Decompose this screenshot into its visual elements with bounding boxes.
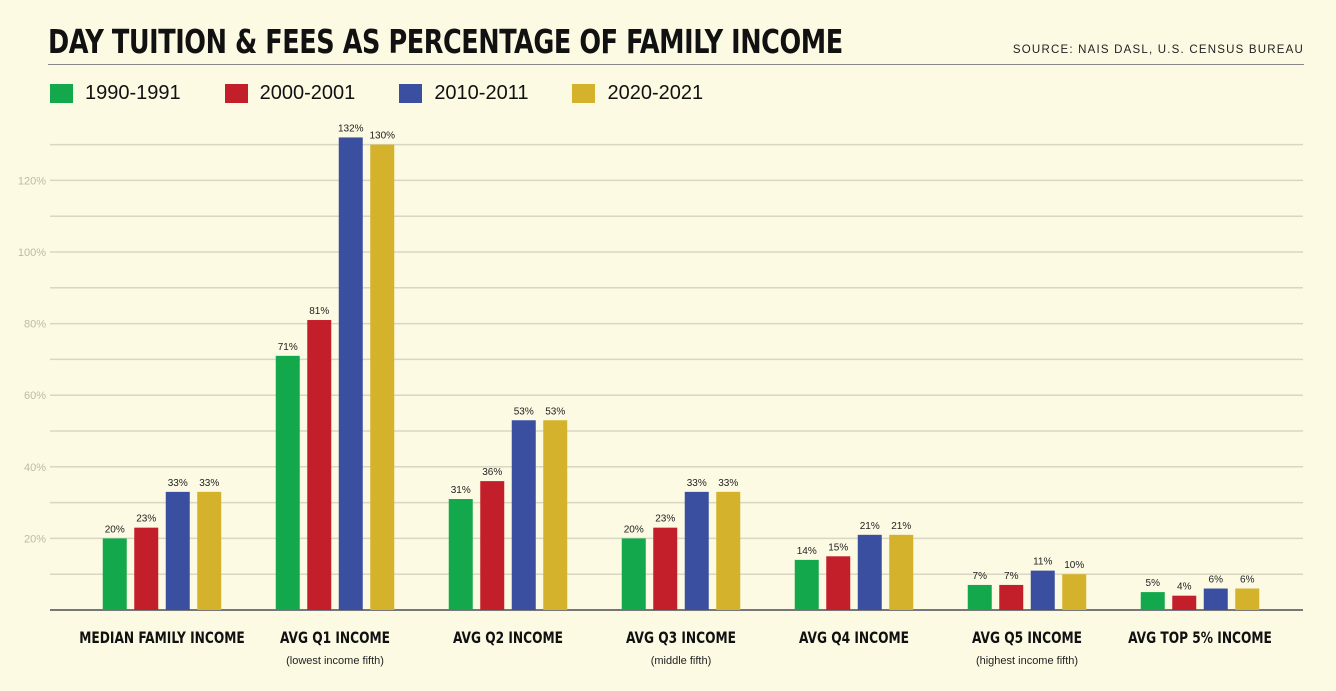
legend-item: 2010-2011 — [399, 82, 528, 105]
y-tick-label: 80% — [24, 319, 46, 331]
bar — [826, 556, 851, 610]
bar — [1203, 588, 1228, 610]
legend-swatch — [50, 84, 73, 103]
bar — [621, 538, 646, 610]
legend-label: 2020-2021 — [607, 82, 704, 104]
y-tick-label: 100% — [18, 247, 46, 259]
title-divider — [48, 64, 1304, 65]
data-label: 33% — [687, 478, 707, 489]
data-label: 21% — [860, 521, 880, 532]
legend-item: 1990-1991 — [50, 82, 181, 105]
data-label: 23% — [136, 514, 156, 525]
bar — [134, 527, 159, 610]
chart-title: DAY TUITION & FEES AS PERCENTAGE OF FAMI… — [48, 22, 843, 61]
data-label: 11% — [1033, 557, 1052, 568]
data-label: 15% — [828, 542, 848, 553]
data-label: 33% — [199, 478, 219, 489]
legend-swatch — [224, 84, 248, 103]
data-label: 31% — [451, 485, 471, 496]
bar — [102, 538, 127, 610]
category-subtitle: (highest income fifth) — [976, 655, 1078, 667]
data-label: 23% — [655, 514, 675, 525]
category-subtitle: (middle fifth) — [651, 655, 712, 667]
data-label: 71% — [278, 342, 298, 353]
category-label: AVG Q2 INCOME — [453, 629, 563, 647]
category-label: AVG Q5 INCOME — [972, 629, 1082, 647]
bar — [165, 491, 190, 610]
bar — [197, 491, 222, 610]
bar — [370, 144, 395, 610]
data-label: 5% — [1146, 578, 1161, 589]
data-label: 14% — [797, 546, 817, 557]
data-label: 132% — [338, 123, 364, 134]
data-label: 7% — [973, 571, 988, 582]
bar — [684, 491, 709, 610]
data-label: 33% — [718, 478, 738, 489]
bar — [448, 499, 473, 610]
legend-swatch — [572, 84, 596, 103]
category-label: AVG Q3 INCOME — [626, 629, 736, 647]
y-tick-label: 120% — [18, 175, 46, 187]
bar — [794, 559, 819, 610]
bar — [967, 584, 992, 610]
data-label: 6% — [1240, 575, 1255, 586]
data-label: 53% — [514, 406, 534, 417]
data-label: 10% — [1064, 560, 1084, 571]
legend-label: 2000-2001 — [259, 82, 356, 104]
bar — [275, 355, 300, 610]
data-label: 21% — [891, 521, 911, 532]
bar — [1062, 574, 1087, 610]
bar — [889, 534, 914, 610]
bar — [338, 137, 363, 610]
legend: 1990-1991 2000-2001 2010-2011 2020-2021 — [50, 82, 747, 105]
bar — [716, 491, 741, 610]
category-label: AVG Q4 INCOME — [799, 629, 909, 647]
y-tick-label: 60% — [24, 390, 46, 402]
data-label: 33% — [168, 478, 188, 489]
bar — [307, 320, 332, 610]
data-label: 4% — [1177, 582, 1192, 593]
category-subtitle: (lowest income fifth) — [286, 655, 384, 667]
data-label: 53% — [545, 406, 565, 417]
bar — [1235, 588, 1260, 610]
data-label: 130% — [369, 131, 395, 142]
legend-item: 2020-2021 — [572, 82, 703, 105]
data-label: 20% — [105, 524, 125, 535]
bar — [857, 534, 882, 610]
legend-label: 2010-2011 — [434, 82, 529, 104]
y-tick-label: 40% — [24, 462, 46, 474]
bar — [1172, 595, 1197, 610]
y-tick-label: 20% — [24, 533, 46, 545]
data-label: 36% — [482, 467, 502, 478]
legend-label: 1990-1991 — [85, 82, 181, 104]
legend-swatch — [399, 84, 423, 103]
bar — [1030, 570, 1055, 610]
bar — [1140, 592, 1165, 610]
data-label: 7% — [1004, 571, 1019, 582]
legend-item: 2000-2001 — [224, 82, 356, 105]
source-note: SOURCE: NAIS DASL, U.S. CENSUS BUREAU — [1012, 44, 1304, 56]
data-label: 20% — [624, 524, 644, 535]
bar — [543, 420, 568, 610]
data-label: 6% — [1209, 575, 1224, 586]
data-label: 81% — [309, 306, 329, 317]
bar — [480, 481, 505, 610]
category-label: AVG Q1 INCOME — [280, 629, 390, 647]
category-label: MEDIAN FAMILY INCOME — [79, 629, 244, 647]
bar — [999, 584, 1024, 610]
bar — [653, 527, 678, 610]
bar — [511, 420, 536, 610]
category-label: AVG TOP 5% INCOME — [1128, 629, 1272, 647]
